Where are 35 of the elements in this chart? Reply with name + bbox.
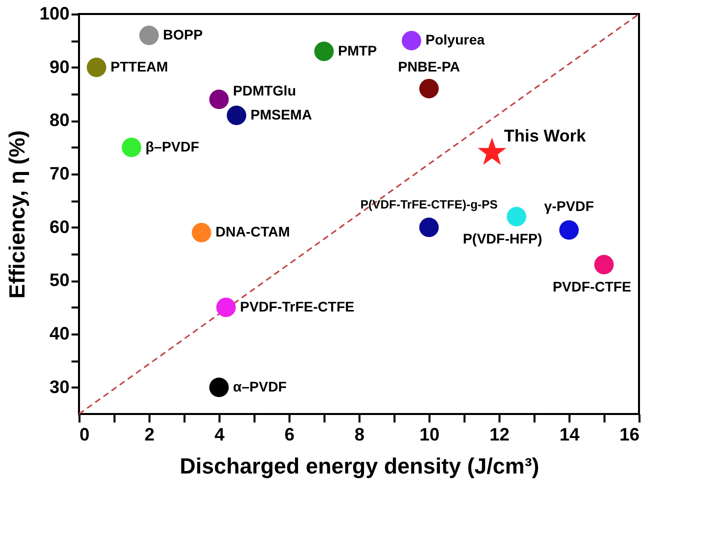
x-axis-title: Discharged energy density (J/cm³) bbox=[180, 454, 540, 478]
x-tick-label: 0 bbox=[80, 424, 90, 444]
series-label: PNBE-PA bbox=[398, 58, 460, 75]
y-tick-label: 80 bbox=[49, 110, 70, 130]
series-label: P(VDF-TrFE-CTFE)-g-PS bbox=[360, 197, 498, 212]
series-label: PTTEAM bbox=[110, 58, 168, 74]
series-label: Polyurea bbox=[426, 32, 485, 48]
series-label: PMTP bbox=[338, 42, 377, 58]
x-tick-label: 2 bbox=[144, 424, 155, 444]
y-axis-title: Efficiency, η (%) bbox=[4, 130, 30, 299]
y-tick-label: 90 bbox=[49, 56, 70, 77]
series-label: β–PVDF bbox=[146, 138, 200, 154]
series-label: α–PVDF bbox=[233, 378, 288, 394]
y-tick-label: 60 bbox=[49, 216, 70, 237]
x-tick-label: 10 bbox=[419, 424, 440, 444]
series-label: γ-PVDF bbox=[544, 198, 594, 214]
x-tick-label: 16 bbox=[619, 424, 640, 444]
series-label: PVDF-TrFE-CTFE bbox=[240, 298, 354, 314]
series-label: PVDF-CTFE bbox=[552, 278, 632, 295]
y-tick-label: 70 bbox=[49, 164, 70, 184]
series-label: PMSEMA bbox=[250, 106, 312, 122]
x-tick-label: 6 bbox=[284, 424, 295, 444]
series-label: PDMTGlu bbox=[233, 82, 296, 98]
y-tick-label: 100 bbox=[39, 4, 70, 24]
y-tick-label: 40 bbox=[49, 324, 70, 344]
y-tick-label: 50 bbox=[49, 270, 70, 290]
y-tick-label: 30 bbox=[49, 376, 70, 397]
x-tick-label: 14 bbox=[559, 424, 580, 444]
x-tick-label: 12 bbox=[489, 424, 510, 444]
series-label: DNA-CTAM bbox=[216, 224, 290, 240]
x-tick-label: 4 bbox=[214, 424, 225, 444]
series-label: BOPP bbox=[163, 26, 203, 42]
series-label: P(VDF-HFP) bbox=[462, 230, 542, 247]
x-tick-label: 8 bbox=[354, 424, 365, 444]
series-label: This Work bbox=[504, 126, 586, 146]
